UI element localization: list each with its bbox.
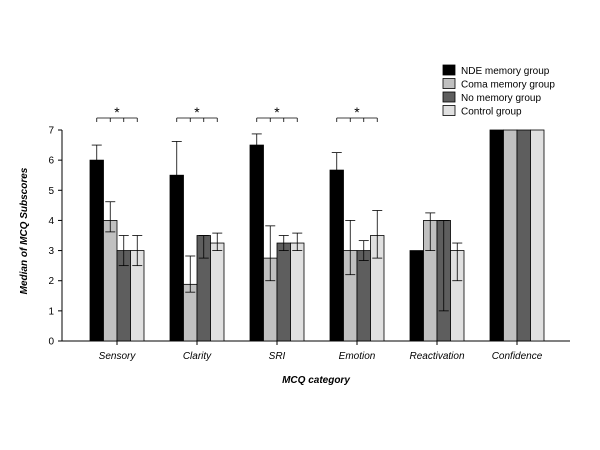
bar: [210, 242, 225, 342]
x-tick-label: Clarity: [183, 351, 212, 362]
significance-star: *: [354, 104, 360, 120]
bar: [329, 169, 344, 342]
bar: [89, 159, 104, 342]
bars: [89, 129, 545, 342]
y-tick-label: 2: [48, 276, 54, 287]
legend: NDE memory group Coma memory group No memo…: [442, 64, 555, 118]
x-tick-label: Reactivation: [409, 351, 464, 362]
x-axis-title: MCQ category: [282, 375, 350, 386]
legend-label: NDE memory group: [461, 66, 550, 77]
legend-swatch: [442, 78, 456, 89]
y-tick-label: 0: [48, 337, 54, 348]
legend-swatch: [442, 64, 456, 76]
error-bars: [91, 133, 463, 312]
bar: [503, 129, 518, 342]
y-tick-label: 3: [48, 246, 54, 257]
axes: 0 1 2 3 4 5 6 7 Sensory Clarity SRI Emotion Reactiva…: [48, 126, 570, 362]
y-tick-label: 4: [48, 216, 54, 227]
y-tick-label: 6: [48, 156, 54, 167]
bar: [516, 129, 531, 342]
x-tick-label: Confidence: [492, 351, 543, 362]
y-tick-label: 7: [48, 126, 54, 137]
bar: [249, 144, 264, 342]
legend-swatch: [442, 91, 456, 103]
bar: [276, 242, 291, 342]
legend-label: Control group: [461, 107, 522, 118]
legend-swatch: [442, 105, 456, 116]
x-tick-label: Emotion: [339, 351, 376, 362]
x-tick-label: SRI: [269, 351, 286, 362]
bar: [489, 129, 504, 342]
significance-star: *: [194, 104, 200, 120]
bar: [409, 250, 424, 342]
x-tick-label: Sensory: [99, 351, 137, 362]
bar: [356, 250, 371, 342]
significance-star: *: [114, 104, 120, 120]
bar: [103, 220, 118, 342]
y-tick-label: 1: [48, 306, 54, 317]
legend-label: No memory group: [461, 93, 541, 104]
bar: [290, 242, 305, 342]
bar: [183, 283, 198, 342]
significance-star: *: [274, 104, 280, 120]
significance-annotations: * * * *: [96, 104, 378, 122]
bar: [169, 174, 184, 342]
bar: [530, 129, 545, 342]
y-tick-label: 5: [48, 186, 54, 197]
y-axis-title: Median of MCQ Subscores: [19, 167, 30, 294]
legend-label: Coma memory group: [461, 80, 555, 91]
